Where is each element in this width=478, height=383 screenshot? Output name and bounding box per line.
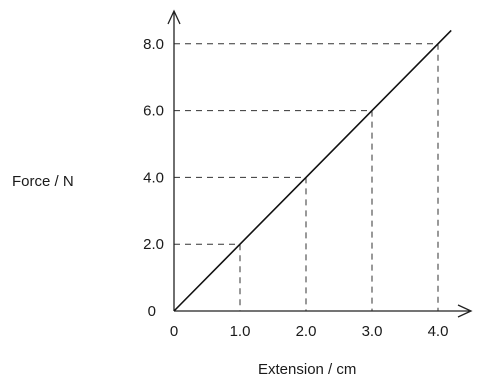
- y-axis-arrow-icon: [167, 9, 181, 25]
- y-tick-label: 8.0: [143, 36, 164, 53]
- x-tick-label: 3.0: [362, 323, 383, 340]
- y-tick-label: 6.0: [143, 103, 164, 120]
- y-tick-label: 2.0: [143, 236, 164, 253]
- x-tick-label: 0: [170, 323, 178, 340]
- series-group: [173, 29, 452, 312]
- x-axis-title: Extension / cm: [258, 361, 356, 378]
- axes: [167, 9, 473, 318]
- force-extension-line: [173, 29, 452, 312]
- y-tick-label: 0: [148, 303, 156, 320]
- x-tick-label: 1.0: [230, 323, 251, 340]
- x-tick-label: 2.0: [296, 323, 317, 340]
- guide-lines: [174, 43, 439, 311]
- x-tick-label: 4.0: [428, 323, 449, 340]
- y-tick-label: 4.0: [143, 169, 164, 186]
- tick-labels: 0 2.0 4.0 6.0 8.0 0 1.0 2.0 3.0 4.0: [143, 36, 448, 340]
- x-axis-arrow-icon: [457, 304, 473, 318]
- y-axis-title: Force / N: [12, 173, 74, 190]
